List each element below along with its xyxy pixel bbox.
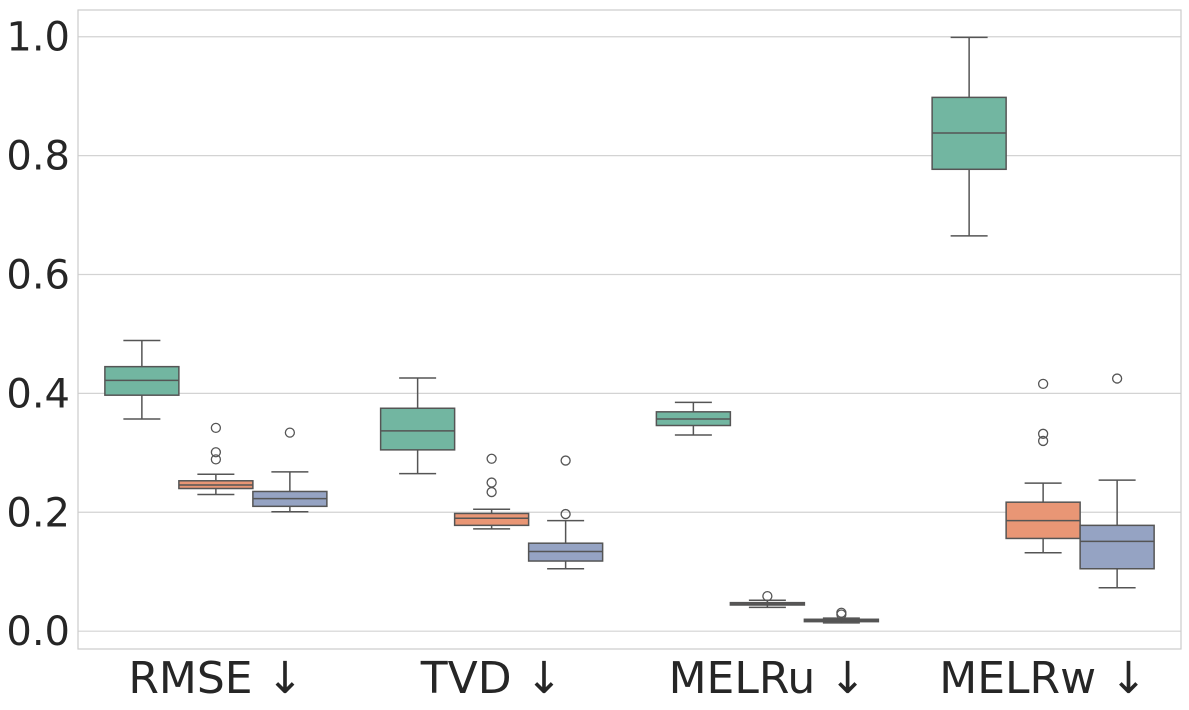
box-plot-item xyxy=(252,427,328,513)
box-plot-item xyxy=(178,422,254,496)
outlier-point xyxy=(836,607,847,618)
outlier-point xyxy=(560,508,571,520)
box-plot-item xyxy=(379,377,456,475)
y-tick-label: 0.0 xyxy=(6,609,70,655)
box-iqr xyxy=(379,407,456,451)
x-tick-label: MELRu ↓ xyxy=(669,653,867,704)
box-plot-item xyxy=(453,453,530,530)
outlier-point xyxy=(486,453,497,464)
gridlines xyxy=(78,36,1181,632)
x-tick-label: MELRw ↓ xyxy=(939,653,1147,704)
outlier-point xyxy=(284,427,296,438)
box-plot-item xyxy=(1079,373,1155,589)
outlier-point xyxy=(1037,378,1049,390)
outlier-point xyxy=(1037,435,1049,447)
outlier-point xyxy=(210,454,222,465)
outlier-point xyxy=(486,486,497,498)
box-series xyxy=(104,36,1155,624)
box-iqr xyxy=(453,512,530,527)
y-axis-ticks: 0.0 0.2 0.4 0.6 0.8 1.0 xyxy=(6,15,70,655)
y-tick-label: 0.2 xyxy=(6,490,70,536)
y-tick-label: 0.4 xyxy=(6,371,70,417)
x-tick-label: TVD ↓ xyxy=(420,653,563,704)
plot-frame xyxy=(77,9,1182,650)
box-plot-item xyxy=(803,607,880,624)
box-plot-item xyxy=(729,590,806,609)
box-plot-item xyxy=(655,401,732,436)
y-tick-label: 0.8 xyxy=(6,134,70,180)
box-plot-item xyxy=(931,36,1007,237)
outlier-point xyxy=(1111,373,1123,384)
box-plot-item xyxy=(527,455,604,570)
y-tick-label: 0.6 xyxy=(6,253,70,299)
box-plot-item xyxy=(1005,378,1081,554)
x-axis-ticks: RMSE ↓ TVD ↓ MELRu ↓ MELRw ↓ xyxy=(128,653,1147,704)
outlier-point xyxy=(560,455,571,466)
outlier-point xyxy=(762,590,773,602)
box-plot-item xyxy=(104,339,180,420)
y-tick-label: 1.0 xyxy=(6,15,70,61)
box-iqr xyxy=(1079,524,1155,570)
outlier-point xyxy=(1037,428,1049,439)
outlier-point xyxy=(210,422,222,434)
outlier-point xyxy=(210,447,222,458)
outlier-point xyxy=(486,477,497,488)
x-tick-label: RMSE ↓ xyxy=(128,653,303,704)
